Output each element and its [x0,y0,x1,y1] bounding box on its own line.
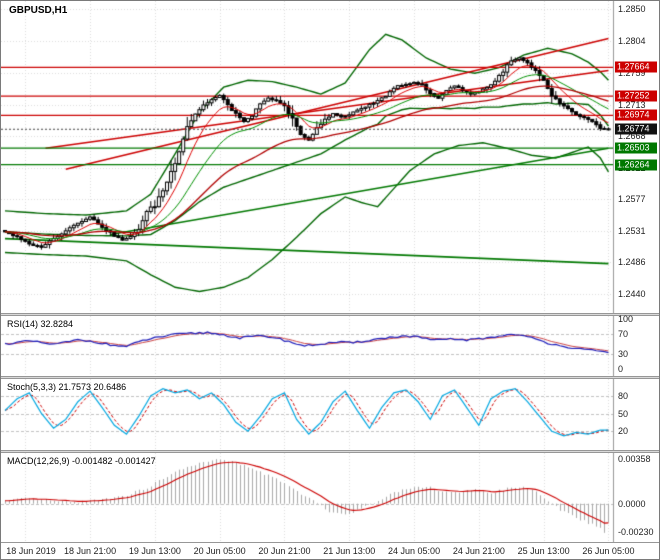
macd-axis-label: -0.00230 [618,527,654,538]
macd-axis-label: 0.0000 [618,498,646,509]
price-level-badge: 1.26974 [615,109,657,121]
stoch-axis-label: 80 [618,390,629,401]
panel-separator[interactable] [1,376,659,379]
price-axis-label: 1.2850 [618,4,646,15]
time-axis-label: 24 Jun 21:00 [452,546,505,556]
price-level-badge: 1.27252 [615,90,657,102]
panel-separator[interactable] [1,450,659,453]
macd-axis-label: 0.00358 [618,454,651,465]
price-axis-label: 1.2440 [618,289,646,300]
rsi-axis-label: 100 [618,314,634,324]
price-axis-label: 1.2713 [618,99,646,110]
price-axis-label: 1.2804 [618,36,646,47]
time-axis-label: 20 Jun 05:00 [193,546,246,556]
time-axis-label: 19 Jun 13:00 [128,546,181,556]
price-axis-label: 1.2668 [618,130,646,141]
price-level-badge: 1.27664 [615,61,657,73]
price-axis-label: 1.2577 [618,194,646,205]
macd-indicator-label: MACD(12,26,9) -0.001482 -0.001427 [7,456,156,466]
time-axis-label: 20 Jun 21:00 [258,546,311,556]
rsi-axis-label: 0 [618,364,624,374]
main-chart-canvas[interactable] [1,1,659,313]
rsi-panel: RSI(14) 32.8284 100 70 30 0 [1,314,659,376]
panel-separator[interactable] [1,313,659,316]
rsi-indicator-label: RSI(14) 32.8284 [7,319,74,329]
time-axis-label: 25 Jun 13:00 [517,546,570,556]
rsi-canvas[interactable] [1,316,659,376]
price-level-badge: 1.26264 [615,159,657,171]
time-axis[interactable]: 18 Jun 2019 18 Jun 21:00 19 Jun 13:00 20 Ju… [1,542,659,559]
price-axis-label: 1.2531 [618,226,646,236]
time-axis-label: 21 Jun 13:00 [323,546,376,556]
stochastic-canvas[interactable] [1,379,659,450]
stoch-axis-label: 50 [618,408,629,419]
price-axis-label: 1.2486 [618,257,646,268]
time-axis-label: 26 Jun 05:00 [582,546,635,556]
macd-panel: MACD(12,26,9) -0.001482 -0.001427 0.0035… [1,453,659,542]
symbol-timeframe-label: GBPUSD,H1 [9,5,68,16]
main-chart-panel: GBPUSD,H1 1.28501.28041.27591.27131.2668… [1,1,659,313]
stochastic-indicator-label: Stoch(5,3,3) 21.7573 20.6486 [7,382,127,392]
rsi-axis-label: 70 [618,329,629,339]
time-axis-label: 18 Jun 2019 [6,546,56,556]
rsi-axis-label: 30 [618,349,629,359]
stochastic-panel: Stoch(5,3,3) 21.7573 20.6486 80 50 20 [1,379,659,450]
time-axis-label: 24 Jun 05:00 [388,546,441,556]
time-axis-label: 18 Jun 21:00 [64,546,117,556]
price-level-badge: 1.26503 [615,142,657,154]
macd-canvas[interactable] [1,453,659,542]
stoch-axis-label: 20 [618,426,629,437]
current-price-badge: 1.26774 [615,123,657,135]
